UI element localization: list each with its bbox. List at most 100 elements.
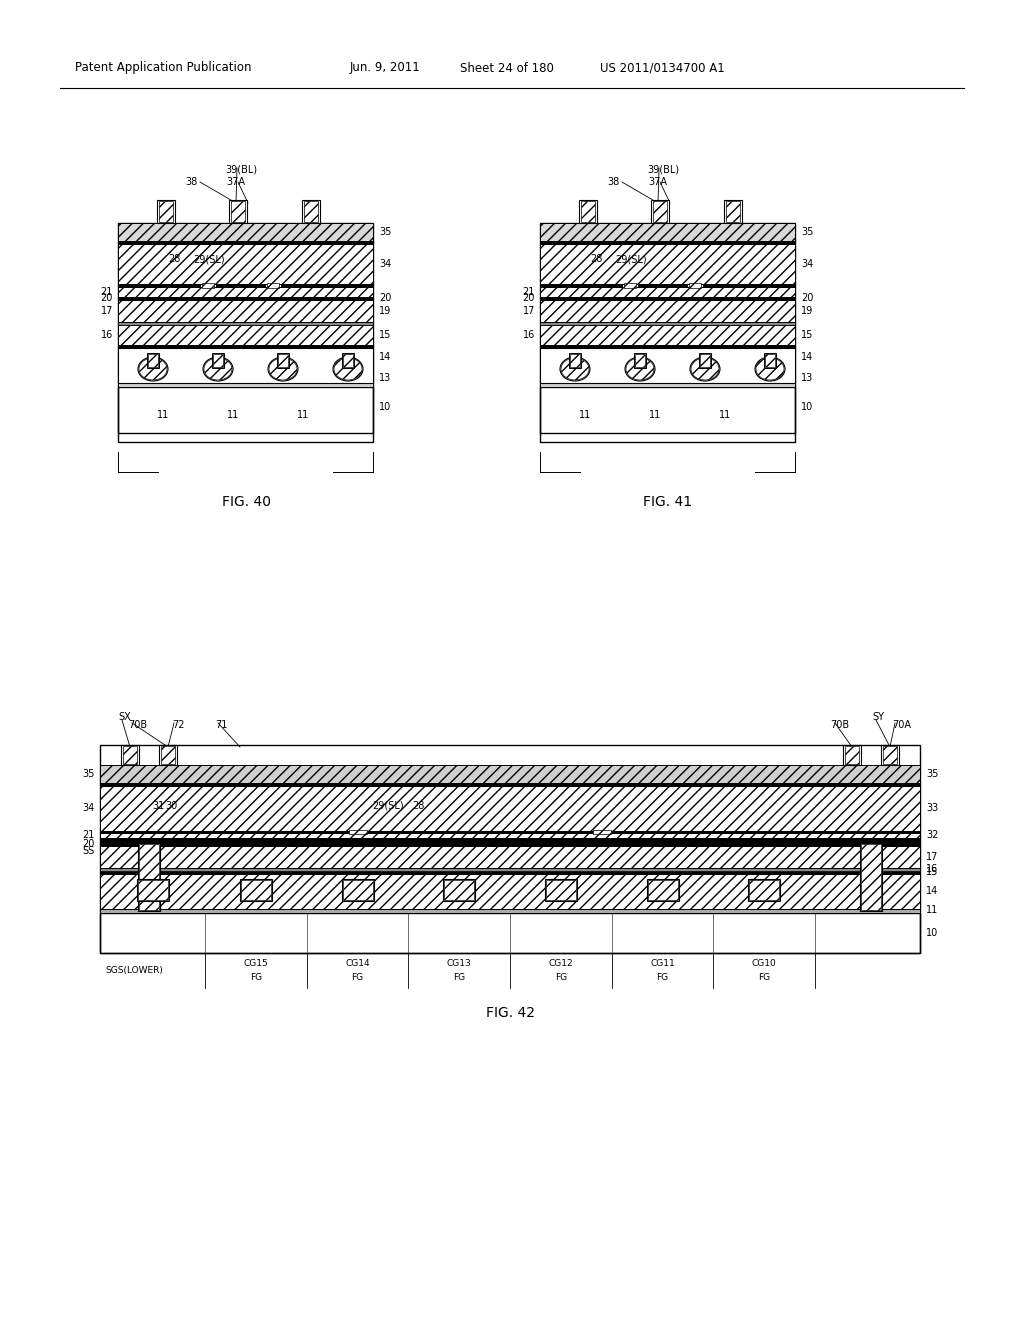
Text: 10: 10 <box>379 403 391 412</box>
Bar <box>231 201 245 222</box>
Text: 29(SL): 29(SL) <box>615 253 646 264</box>
Bar <box>161 746 175 764</box>
Ellipse shape <box>203 356 233 381</box>
Bar <box>138 843 160 911</box>
Text: 29(SL): 29(SL) <box>373 801 404 810</box>
Text: 35: 35 <box>379 227 391 238</box>
Text: 14: 14 <box>379 352 391 362</box>
Text: SS: SS <box>83 846 95 855</box>
Bar <box>540 322 795 325</box>
Bar <box>118 242 373 244</box>
Bar <box>540 348 795 383</box>
Bar <box>304 201 318 222</box>
Text: 17: 17 <box>522 306 535 315</box>
Text: 37A: 37A <box>648 177 667 187</box>
Text: 19: 19 <box>801 306 813 315</box>
Text: 15: 15 <box>926 867 938 876</box>
Text: FIG. 41: FIG. 41 <box>643 495 692 510</box>
Bar <box>100 833 920 838</box>
Bar <box>540 387 795 442</box>
Text: 39(BL): 39(BL) <box>647 165 679 176</box>
Bar <box>118 286 373 297</box>
Text: SGS(LOWER): SGS(LOWER) <box>105 965 163 974</box>
Text: 20: 20 <box>522 293 535 304</box>
Bar <box>240 879 271 902</box>
Text: 16: 16 <box>926 865 938 874</box>
Text: CG15: CG15 <box>244 958 268 968</box>
Bar <box>118 223 373 242</box>
Text: 10: 10 <box>801 403 813 412</box>
Ellipse shape <box>268 356 298 381</box>
Bar <box>347 832 368 833</box>
Text: 32: 32 <box>926 830 938 840</box>
Bar <box>348 830 367 834</box>
Bar <box>157 201 175 223</box>
Text: 30: 30 <box>165 801 177 810</box>
Bar <box>118 348 373 383</box>
Text: FIG. 42: FIG. 42 <box>485 1006 535 1020</box>
Bar <box>118 284 373 286</box>
Text: FG: FG <box>758 974 770 982</box>
Text: FIG. 40: FIG. 40 <box>221 495 270 510</box>
Bar <box>581 201 595 222</box>
Text: 14: 14 <box>926 886 938 896</box>
Bar <box>202 282 214 288</box>
Text: 34: 34 <box>379 259 391 269</box>
Text: 21: 21 <box>100 286 113 297</box>
Bar <box>687 284 703 286</box>
Text: 11: 11 <box>297 411 309 420</box>
Text: 34: 34 <box>83 803 95 813</box>
Bar <box>540 223 795 242</box>
Text: 11: 11 <box>649 411 662 420</box>
Bar <box>118 223 373 433</box>
Bar <box>443 879 475 902</box>
Bar <box>540 244 795 284</box>
Bar <box>569 352 581 368</box>
Bar <box>341 879 374 902</box>
Text: 37A: 37A <box>226 177 245 187</box>
Text: FG: FG <box>555 974 567 982</box>
Bar <box>444 880 474 900</box>
Text: 28: 28 <box>590 253 602 264</box>
Bar <box>118 244 373 284</box>
Bar <box>100 785 920 832</box>
Text: 11: 11 <box>579 411 591 420</box>
Text: FG: FG <box>656 974 669 982</box>
Bar <box>118 297 373 300</box>
Bar <box>118 383 373 387</box>
Bar <box>229 201 247 223</box>
Text: 15: 15 <box>801 330 813 341</box>
Bar <box>579 201 597 223</box>
Bar <box>651 201 669 223</box>
Text: 19: 19 <box>379 306 391 315</box>
Bar <box>147 352 159 368</box>
Bar <box>845 746 859 764</box>
Text: FG: FG <box>453 974 465 982</box>
Text: 16: 16 <box>522 330 535 341</box>
Bar <box>267 282 279 288</box>
Ellipse shape <box>138 356 168 381</box>
Text: 17: 17 <box>926 851 938 862</box>
Bar <box>540 300 795 322</box>
Text: 20: 20 <box>83 840 95 849</box>
Text: 11: 11 <box>719 411 731 420</box>
Bar <box>689 282 701 288</box>
Bar <box>100 843 920 846</box>
Bar <box>212 352 224 368</box>
Bar <box>540 297 795 300</box>
Bar <box>540 345 795 348</box>
Text: 28: 28 <box>168 253 180 264</box>
Text: 72: 72 <box>172 719 184 730</box>
Text: 20: 20 <box>379 293 391 304</box>
Bar <box>136 879 169 902</box>
Bar <box>139 843 159 909</box>
Bar <box>646 879 679 902</box>
Bar <box>241 880 270 900</box>
Text: 35: 35 <box>801 227 813 238</box>
Text: SX: SX <box>118 711 131 722</box>
Bar <box>100 871 920 874</box>
Text: FG: FG <box>351 974 364 982</box>
Text: 10: 10 <box>926 928 938 939</box>
Bar <box>278 354 288 367</box>
Bar <box>881 744 899 766</box>
